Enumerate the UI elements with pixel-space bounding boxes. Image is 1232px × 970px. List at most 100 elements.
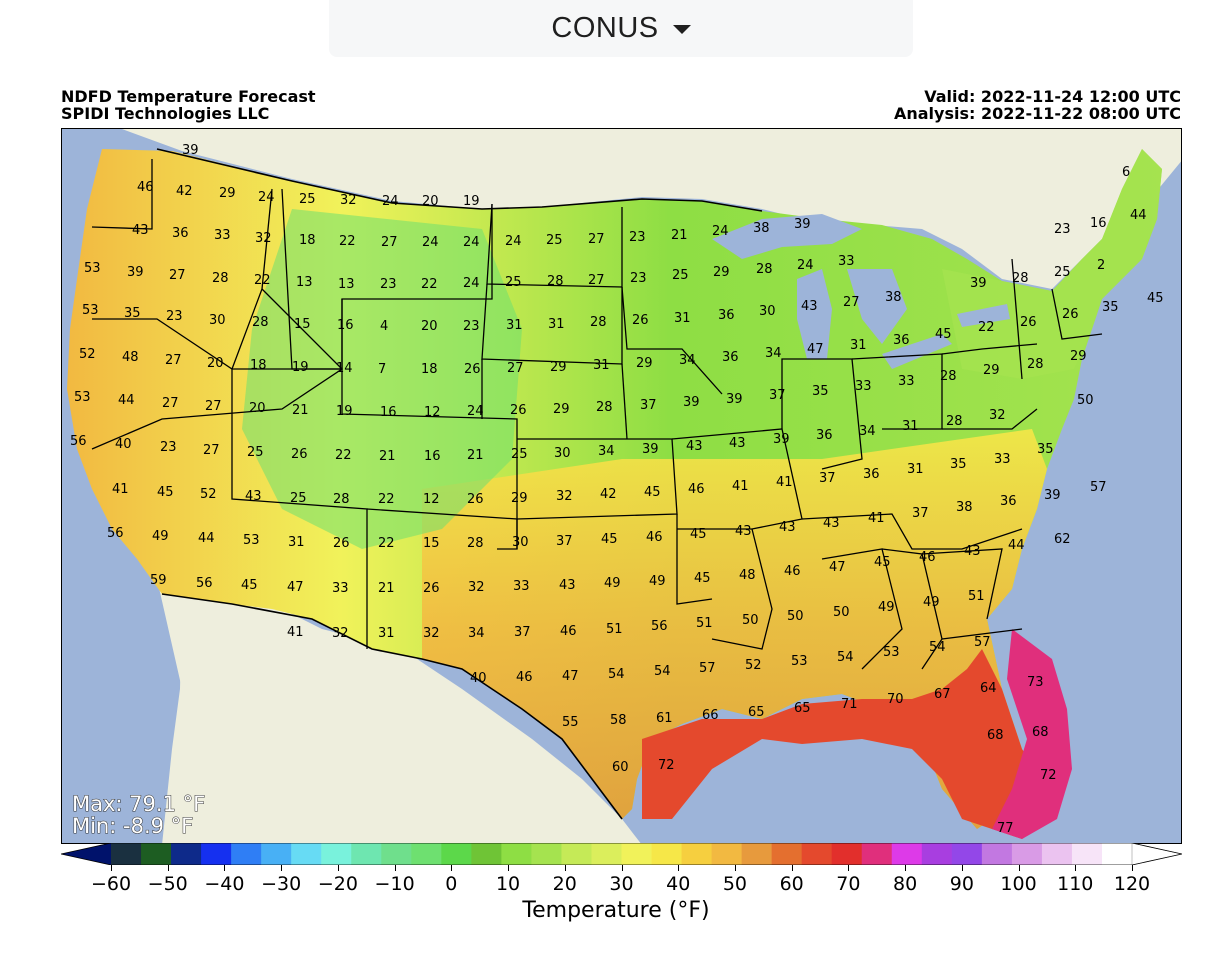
colorbar-swatch <box>1011 843 1043 865</box>
colorbar-tick-label: −10 <box>374 873 415 895</box>
station-value: 40 <box>115 437 132 452</box>
station-value: 28 <box>946 414 963 429</box>
station-value: 42 <box>176 184 193 199</box>
gulf-coast-zone <box>642 649 1052 839</box>
colorbar-swatch <box>711 843 743 865</box>
max-value: Max: 79.1 °F <box>71 792 206 816</box>
station-value: 39 <box>642 442 659 457</box>
station-value: 36 <box>893 333 910 348</box>
station-value: 45 <box>690 527 707 542</box>
station-value: 56 <box>107 526 124 541</box>
colorbar-tick-label: 10 <box>495 873 521 895</box>
station-value: 29 <box>1070 349 1087 364</box>
colorbar-tick-label: 50 <box>722 873 748 895</box>
station-value: 45 <box>1147 291 1164 306</box>
colorbar-tick-label: 80 <box>893 873 918 895</box>
station-value: 23 <box>160 440 177 455</box>
station-value: 73 <box>1027 675 1044 690</box>
station-value: 53 <box>84 261 101 276</box>
colorbar-tick-mark <box>678 865 680 871</box>
station-value: 39 <box>683 395 700 410</box>
region-dropdown[interactable]: CONUS <box>329 0 913 57</box>
colorbar-swatch <box>891 843 923 865</box>
station-value: 16 <box>380 405 397 420</box>
station-value: 46 <box>560 624 577 639</box>
station-value: 64 <box>980 681 997 696</box>
colorbar-tick-label: 120 <box>1113 873 1151 895</box>
station-value: 27 <box>165 353 182 368</box>
station-value: 51 <box>968 589 985 604</box>
station-value: 23 <box>463 319 480 334</box>
station-value: 47 <box>287 580 304 595</box>
station-value: 65 <box>794 701 811 716</box>
colorbar-tick-mark <box>1132 865 1133 871</box>
station-value: 48 <box>739 568 756 583</box>
lake-michigan <box>797 269 832 359</box>
station-value: 39 <box>1044 488 1061 503</box>
station-value: 27 <box>169 268 186 283</box>
station-value: 22 <box>378 492 395 507</box>
station-value: 27 <box>843 295 860 310</box>
station-value: 45 <box>157 485 174 500</box>
station-value: 31 <box>902 419 919 434</box>
station-value: 55 <box>562 715 579 730</box>
station-value: 51 <box>606 622 623 637</box>
station-value: 25 <box>299 192 316 207</box>
station-value: 22 <box>378 536 395 551</box>
map-header-left: NDFD Temperature Forecast SPIDI Technolo… <box>61 88 316 122</box>
station-value: 27 <box>162 396 179 411</box>
colorbar-swatch <box>801 843 833 865</box>
station-value: 14 <box>336 361 353 376</box>
colorbar-tick-label: 70 <box>836 873 861 895</box>
station-value: 32 <box>340 193 357 208</box>
station-value: 19 <box>292 360 309 375</box>
station-value: 67 <box>934 687 951 702</box>
rockies-cold-zone <box>242 209 522 549</box>
colorbar-swatch <box>111 843 142 865</box>
station-value: 60 <box>612 760 629 775</box>
station-value: 72 <box>658 758 675 773</box>
country-borders <box>156 148 763 820</box>
temperature-map: 39 46 42 29 24 25 32 24 20 19 43 36 33 32 18 22 27 24 24… <box>61 128 1182 844</box>
colorbar-swatch <box>381 843 412 865</box>
station-value: 34 <box>859 424 876 439</box>
station-value: 39 <box>794 217 811 232</box>
station-value: 18 <box>421 362 438 377</box>
colorbar-tick-mark <box>337 865 339 871</box>
colorbar-swatch <box>651 843 683 865</box>
station-value: 48 <box>122 350 139 365</box>
colorbar-swatch <box>261 843 292 865</box>
station-value: 37 <box>640 398 657 413</box>
station-value: 20 <box>249 401 266 416</box>
colorbar-min-arrow <box>61 843 111 865</box>
colorbar-tick-mark <box>1075 865 1077 871</box>
station-value: 31 <box>548 317 565 332</box>
station-value: 47 <box>829 560 846 575</box>
station-value: 34 <box>679 353 696 368</box>
colorbar-swatch <box>831 843 863 865</box>
station-value: 50 <box>787 609 804 624</box>
station-value: 46 <box>919 550 936 565</box>
station-value: 24 <box>505 234 522 249</box>
station-value: 29 <box>983 363 1000 378</box>
station-value: 43 <box>801 299 818 314</box>
station-value: 51 <box>696 616 713 631</box>
station-value: 28 <box>333 492 350 507</box>
colorbar-ticks: −60 −50 −40 −30 −20 −10 0 10 20 30 40 50 60 70 80 90 100… <box>0 873 1232 895</box>
station-value: 33 <box>855 379 872 394</box>
station-value: 31 <box>850 338 867 353</box>
station-value: 22 <box>339 234 356 249</box>
station-value: 26 <box>333 536 350 551</box>
canada-land <box>122 129 1181 289</box>
station-value: 12 <box>423 492 440 507</box>
station-value: 46 <box>137 180 154 195</box>
station-value: 2 <box>1097 258 1105 273</box>
station-value: 26 <box>291 447 308 462</box>
colorbar-tick-mark <box>224 865 226 871</box>
station-value: 27 <box>381 235 398 250</box>
station-value: 31 <box>674 311 691 326</box>
colorbar-swatch <box>201 843 232 865</box>
station-value: 25 <box>505 275 522 290</box>
colorbar-swatch <box>1041 843 1073 865</box>
colorbar-tick-mark <box>961 865 963 871</box>
